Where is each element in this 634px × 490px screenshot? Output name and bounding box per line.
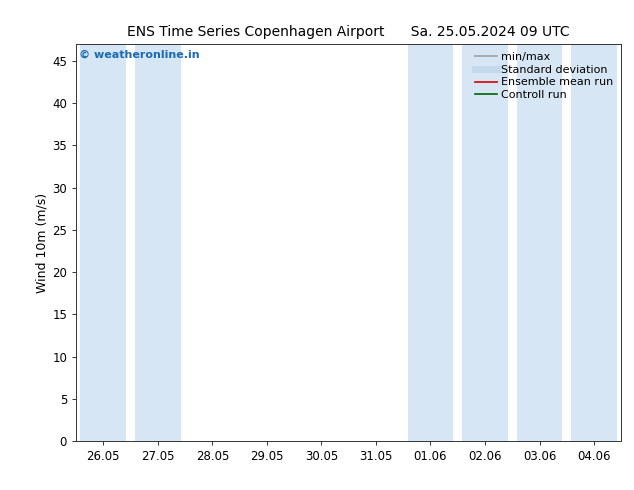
Legend: min/max, Standard deviation, Ensemble mean run, Controll run: min/max, Standard deviation, Ensemble me… <box>472 49 616 102</box>
Title: ENS Time Series Copenhagen Airport      Sa. 25.05.2024 09 UTC: ENS Time Series Copenhagen Airport Sa. 2… <box>127 25 570 39</box>
Y-axis label: Wind 10m (m/s): Wind 10m (m/s) <box>35 193 48 293</box>
Bar <box>81 44 126 441</box>
Bar <box>462 44 508 441</box>
Text: © weatheronline.in: © weatheronline.in <box>79 50 200 60</box>
Bar <box>571 44 617 441</box>
Bar <box>517 44 562 441</box>
Bar <box>408 44 453 441</box>
Bar <box>135 44 181 441</box>
